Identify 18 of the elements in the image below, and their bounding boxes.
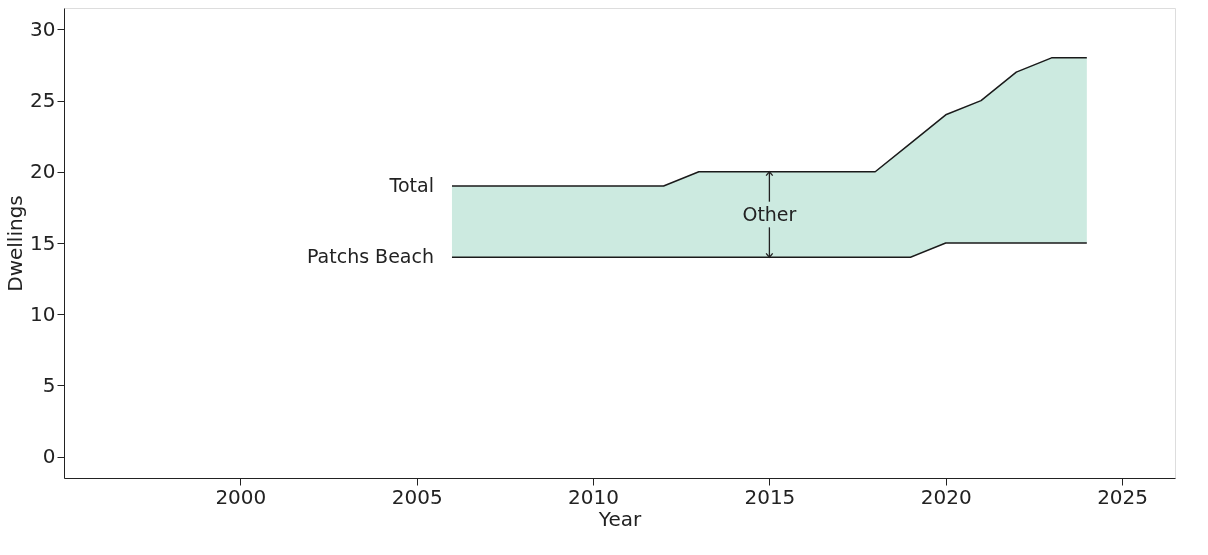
series-label: Patchs Beach [306,245,434,268]
y-tick-label: 5 [42,372,56,397]
y-tick-label: 0 [42,444,56,469]
y-tick-label: 20 [30,159,56,184]
x-tick-label: 2015 [744,484,796,509]
y-tick-label: 15 [30,230,56,255]
y-axis-title: Dwellings [3,195,28,292]
x-tick-label: 2005 [391,484,443,509]
y-tick-label: 30 [30,16,56,41]
series-label: Total [388,174,434,197]
x-tick-label: 2010 [568,484,619,509]
x-tick-label: 2025 [1097,484,1149,509]
annotation: Other [742,202,797,225]
x-tick-label: 2000 [215,484,267,509]
y-tick-label: 25 [30,88,56,113]
x-tick-label: 2020 [920,484,972,509]
y-tick-label: 10 [30,301,56,326]
x-axis-title: Year [597,506,642,531]
